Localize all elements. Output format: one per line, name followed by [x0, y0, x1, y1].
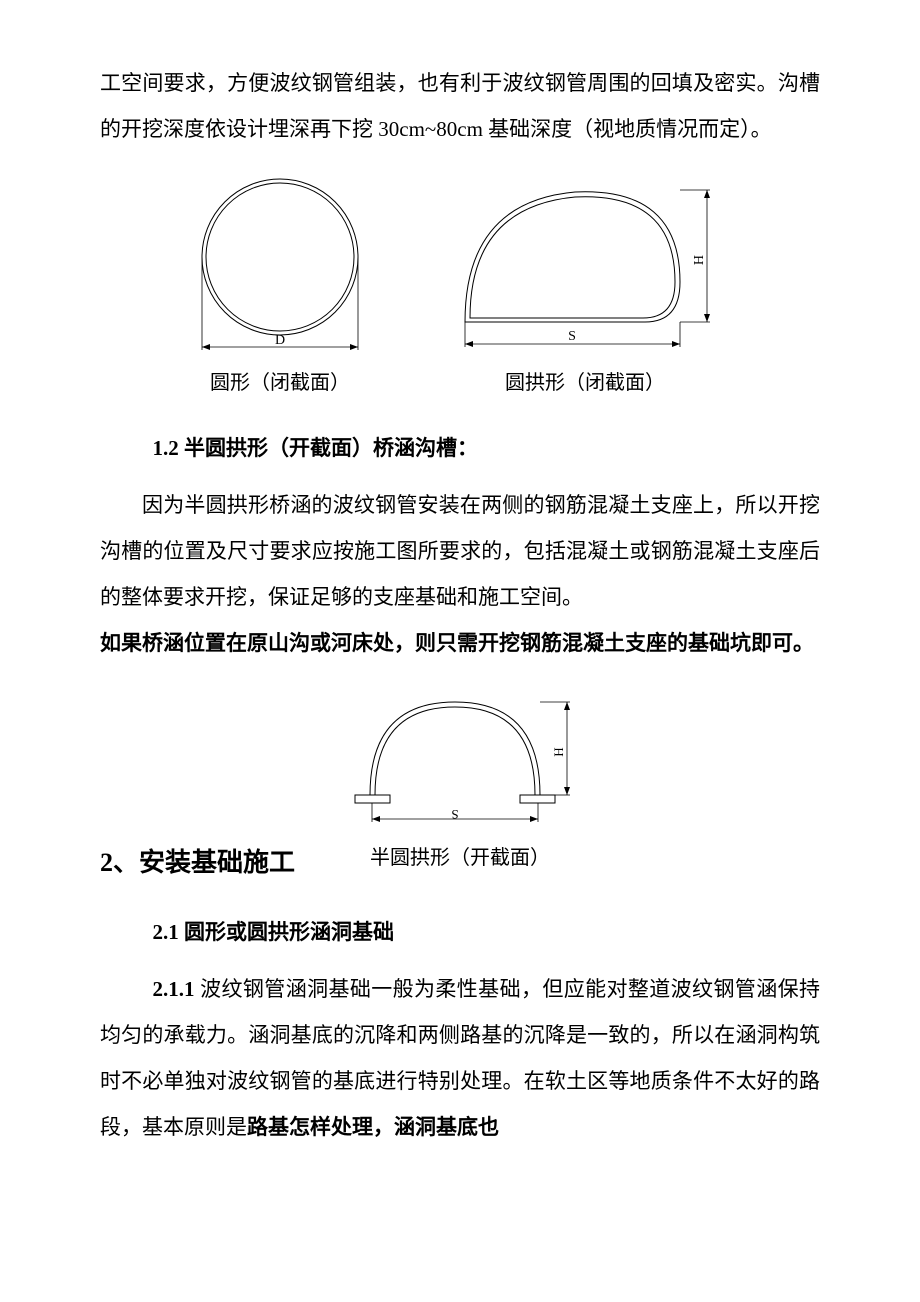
label-h3: H [551, 748, 566, 757]
half-arch-diagram: S H [330, 687, 590, 827]
label-d: D [275, 333, 285, 348]
figures-row-1: D 圆形（闭截面） S H 圆拱形（闭截面） [100, 172, 820, 395]
sub-num-1-2: 1.2 [153, 436, 179, 460]
label-h: H [692, 255, 707, 265]
h2-title: 、安装基础施工 [113, 842, 295, 879]
subsection-2-1: 2.1 圆形或圆拱形涵洞基础 [100, 909, 820, 955]
p3a: 波纹钢管涵洞基础一般为柔性基础，但应能对整道波纹钢管涵保持均匀的承载力。涵洞基底… [100, 977, 820, 1140]
paragraph-3: 2.1.1 波纹钢管涵洞基础一般为柔性基础，但应能对整道波纹钢管涵保持均匀的承载… [100, 966, 820, 1152]
figure-arch-closed: S H 圆拱形（闭截面） [445, 172, 725, 395]
paragraph-2: 因为半圆拱形桥涵的波纹钢管安装在两侧的钢筋混凝土支座上，所以开挖沟槽的位置及尺寸… [100, 482, 820, 621]
figure-circle: D 圆形（闭截面） [195, 172, 365, 395]
p2-bold: 如果桥涵位置在原山沟或河床处，则只需开挖钢筋混凝土支座的基础坑即可。 [100, 632, 814, 655]
circle-diagram: D [195, 172, 365, 352]
sub-num-2-1-1: 2.1.1 [153, 977, 195, 1001]
document-page: 工空间要求，方便波纹钢管组装，也有利于波纹钢管周围的回填及密实。沟槽的开挖深度依… [0, 0, 920, 1211]
label-s3: S [451, 807, 458, 822]
caption-arch-closed: 圆拱形（闭截面） [505, 366, 665, 395]
sub-title-1-2: 半圆拱形（开截面）桥涵沟槽： [179, 436, 478, 460]
caption-circle: 圆形（闭截面） [210, 366, 350, 395]
p2-text: 因为半圆拱形桥涵的波纹钢管安装在两侧的钢筋混凝土支座上，所以开挖沟槽的位置及尺寸… [100, 493, 820, 609]
sub-num-2-1: 2.1 [153, 920, 179, 944]
sub-title-2-1: 圆形或圆拱形涵洞基础 [179, 920, 394, 944]
h2-num: 2 [100, 848, 113, 878]
subsection-1-2: 1.2 半圆拱形（开截面）桥涵沟槽： [100, 425, 820, 471]
paragraph-2b: 如果桥涵位置在原山沟或河床处，则只需开挖钢筋混凝土支座的基础坑即可。 [100, 620, 820, 667]
label-s: S [568, 329, 576, 344]
p3b: 路基怎样处理，涵洞基底也 [247, 1116, 499, 1139]
caption-half-arch: 半圆拱形（开截面） [370, 841, 550, 870]
paragraph-1: 工空间要求，方便波纹钢管组装，也有利于波纹钢管周围的回填及密实。沟槽的开挖深度依… [100, 60, 820, 152]
arch-closed-diagram: S H [445, 172, 725, 352]
